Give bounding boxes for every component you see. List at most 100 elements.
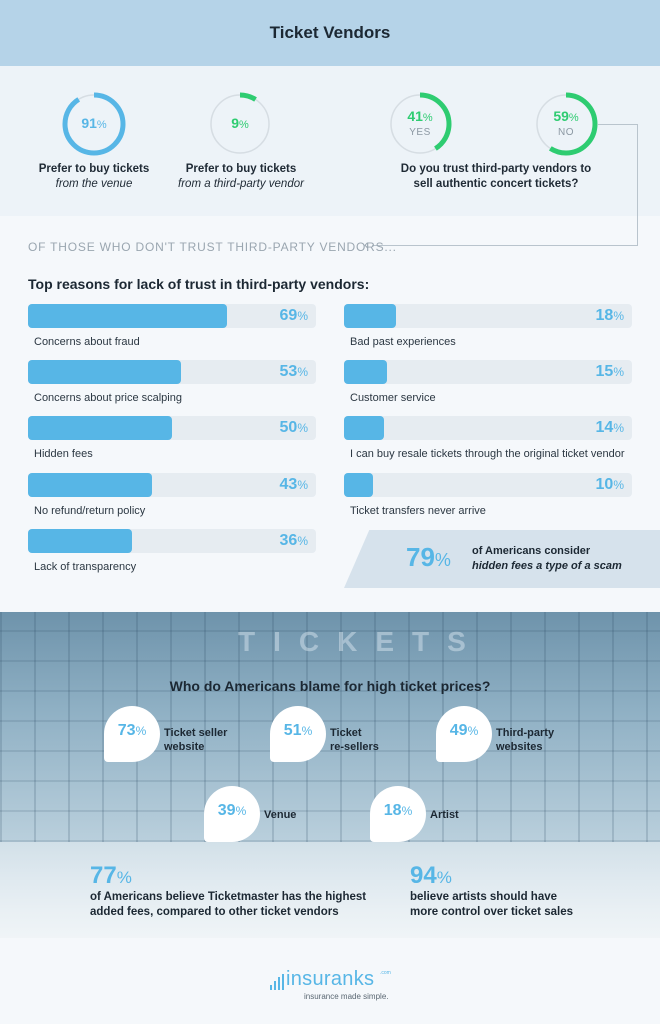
floor-overlay (0, 842, 660, 938)
reason-bar-track: 36% (28, 529, 316, 553)
trust-question: Do you trust third-party vendors to sell… (400, 163, 592, 190)
reason-bar-item: 53% Concerns about price scalping (28, 360, 318, 410)
trust-no-label: NO (558, 127, 574, 138)
brand-tagline: insurance made simple. (304, 992, 389, 1001)
reason-bar-label: Customer service (350, 392, 436, 404)
artists-text-1: believe artists should have (410, 891, 558, 903)
third-party-ring-arc (208, 92, 272, 156)
trust-no-ring: 59% NO (534, 92, 598, 156)
reason-bar-fill (344, 416, 385, 440)
blame-label: Venue (264, 809, 297, 821)
connector-line-bottom (372, 245, 638, 246)
reason-bar-value: 43% (279, 476, 308, 493)
blame-label: Artist (430, 809, 459, 821)
reason-bar-label: Ticket transfers never arrive (350, 505, 486, 517)
blame-label: Ticket seller website (164, 727, 228, 753)
reason-bar-label: Concerns about price scalping (34, 392, 182, 404)
top-stats-section (0, 66, 660, 216)
reason-bar-fill (28, 416, 172, 440)
venue-percent: 91% (81, 115, 107, 131)
reason-bar-value: 15% (595, 363, 624, 380)
blame-percent: 49% (449, 722, 479, 739)
reason-bar-label: No refund/return policy (34, 505, 146, 517)
reason-bar-track: 50% (28, 416, 316, 440)
blame-percent: 39% (217, 802, 247, 819)
reason-bar-fill (28, 360, 181, 384)
third-party-percent: 9% (231, 115, 249, 131)
ticketmaster-stat: 77% of Americans believe Ticketmaster ha… (90, 862, 366, 920)
arrow-left-icon: ‹ (364, 236, 369, 252)
reason-bar-label: Lack of transparency (34, 561, 137, 573)
venue-preference-ring: 91% (62, 92, 126, 156)
reason-bar-label: Hidden fees (34, 448, 93, 460)
yes-ring-arc (388, 92, 452, 156)
trust-no-percent: 59% (553, 108, 579, 124)
blame-title: Who do Americans blame for high ticket p… (169, 678, 491, 694)
reason-bar-item: 14% I can buy resale tickets through the … (344, 416, 634, 466)
reason-bar-track: 18% (344, 304, 632, 328)
reason-bar-fill (28, 529, 132, 553)
third-party-preference-ring: 9% (208, 92, 272, 156)
reason-bar-value: 50% (279, 419, 308, 436)
blame-label: Third-party websites (496, 727, 555, 753)
blame-bubble: 39% (204, 786, 260, 842)
reason-bar-label: Bad past experiences (350, 336, 456, 348)
blame-bubble: 18% (370, 786, 426, 842)
reason-bar-track: 10% (344, 473, 632, 497)
trust-yes-percent: 41% (407, 108, 433, 124)
reason-bar-item: 69% Concerns about fraud (28, 304, 318, 354)
no-ring-arc (534, 92, 598, 156)
ticketmaster-text-1: of Americans believe Ticketmaster has th… (90, 891, 367, 903)
reason-bar-item: 18% Bad past experiences (344, 304, 634, 354)
reason-bar-fill (344, 304, 396, 328)
tickets-sign: TICKETS (238, 626, 484, 657)
reason-bar-item: 43% No refund/return policy (28, 473, 318, 523)
brand-suffix: .com (380, 970, 391, 976)
trust-yes-ring: 41% YES (388, 92, 452, 156)
reason-bar-track: 69% (28, 304, 316, 328)
reason-bar-item: 36% Lack of transparency (28, 529, 318, 579)
reason-bar-label: Concerns about fraud (34, 336, 140, 348)
artists-stat: 94% believe artists should have more con… (410, 862, 573, 920)
venue-ring-arc (62, 92, 126, 156)
trust-yes-label: YES (409, 127, 431, 138)
reason-bar-value: 10% (595, 476, 624, 493)
blame-label: Ticket re-sellers (330, 727, 379, 753)
hidden-fees-callout: 79% of Americans consider hidden fees a … (344, 530, 660, 588)
reason-bar-track: 53% (28, 360, 316, 384)
ticketmaster-text-2: added fees, compared to other ticket ven… (90, 906, 339, 918)
third-party-caption: Prefer to buy tickets from a third-party… (178, 163, 304, 190)
reason-bar-item: 10% Ticket transfers never arrive (344, 473, 634, 523)
callout-percent: 79% (406, 542, 451, 572)
blame-bubble: 73% (104, 706, 160, 762)
artists-percent: 94% (410, 862, 452, 889)
blame-bubble: 49% (436, 706, 492, 762)
reason-bar-value: 53% (279, 363, 308, 380)
blame-bubble: 51% (270, 706, 326, 762)
reason-bar-fill (28, 473, 152, 497)
reason-bar-value: 69% (279, 307, 308, 324)
reason-bar-value: 18% (595, 307, 624, 324)
reason-bar-fill (344, 473, 373, 497)
footer: insuranks .com insurance made simple. (0, 938, 660, 1024)
page-header: Ticket Vendors (0, 0, 660, 66)
blame-percent: 18% (383, 802, 413, 819)
artists-text-2: more control over ticket sales (410, 906, 573, 918)
callout-text: of Americans consider hidden fees a type… (472, 545, 622, 572)
reason-bar-track: 14% (344, 416, 632, 440)
reason-bar-track: 43% (28, 473, 316, 497)
reason-bar-label: I can buy resale tickets through the ori… (350, 448, 625, 460)
logo-bars-icon (270, 974, 284, 990)
reason-bar-fill (344, 360, 388, 384)
blame-percent: 51% (283, 722, 313, 739)
venue-caption: Prefer to buy tickets from the venue (38, 163, 150, 190)
reason-bar-item: 15% Customer service (344, 360, 634, 410)
reason-bar-value: 36% (279, 532, 308, 549)
reason-bar-track: 15% (344, 360, 632, 384)
ticketmaster-percent: 77% (90, 862, 132, 889)
reason-bar-value: 14% (595, 419, 624, 436)
connector-line (598, 124, 638, 246)
blame-percent: 73% (117, 722, 147, 739)
ticket-booth-photo: TICKETS (0, 612, 660, 938)
sub-heading: OF THOSE WHO DON'T TRUST THIRD-PARTY VEN… (28, 240, 397, 254)
